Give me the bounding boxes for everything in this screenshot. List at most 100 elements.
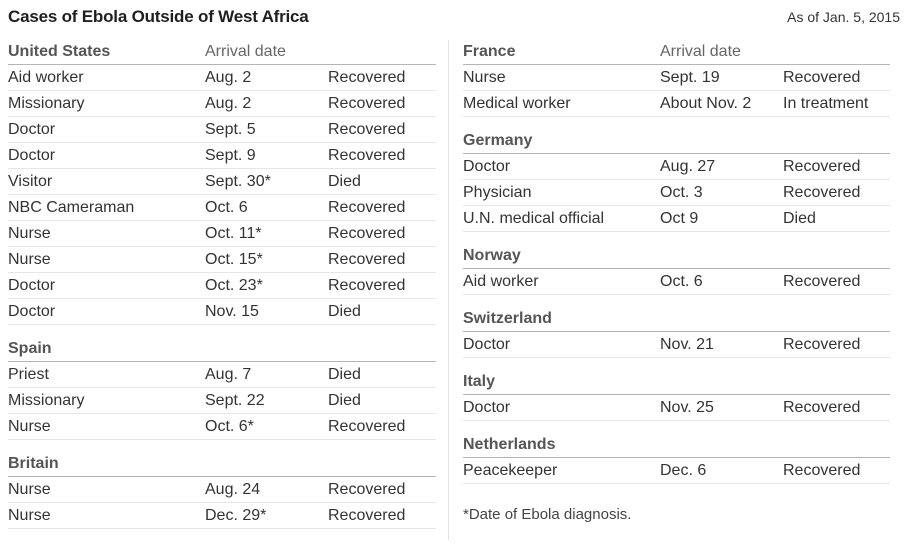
section-britain: Britain Nurse Aug. 24 Recovered Nurse Dec. 29…: [8, 452, 436, 529]
table-row: Missionary Aug. 2 Recovered: [8, 91, 436, 117]
section-germany: Germany Doctor Aug. 27 Recovered Physician Oc…: [463, 129, 890, 232]
table-row: Nurse Dec. 29* Recovered: [8, 503, 436, 529]
table-row: NBC Cameraman Oct. 6 Recovered: [8, 195, 436, 221]
arrival-date: Aug. 2: [205, 68, 252, 86]
table-row: Aid worker Oct. 6 Recovered: [463, 269, 890, 295]
section-netherlands: Netherlands Peacekeeper Dec. 6 Recovered: [463, 433, 890, 484]
country-heading: United States: [8, 43, 111, 60]
arrival-date: Oct. 6*: [205, 417, 254, 435]
section-norway: Norway Aid worker Oct. 6 Recovered: [463, 244, 890, 295]
patient-role: Nurse: [8, 224, 51, 242]
arrival-date: Nov. 15: [205, 302, 259, 320]
table-row: Nurse Oct. 6* Recovered: [8, 414, 436, 440]
table-row: Physician Oct. 3 Recovered: [463, 180, 890, 206]
section-header: Switzerland: [463, 307, 890, 332]
as-of-date: As of Jan. 5, 2015: [787, 9, 900, 25]
table-row: Nurse Oct. 15* Recovered: [8, 247, 436, 273]
arrival-date: Oct 9: [660, 209, 699, 227]
country-heading: Germany: [463, 132, 533, 149]
patient-status: Died: [328, 302, 361, 320]
patient-status: Recovered: [783, 461, 861, 479]
country-heading: Netherlands: [463, 436, 556, 453]
patient-role: Missionary: [8, 391, 85, 409]
patient-status: Recovered: [328, 120, 406, 138]
arrival-date: Oct. 6: [660, 272, 703, 290]
patient-role: Aid worker: [8, 68, 84, 86]
arrival-date: Sept. 19: [660, 68, 720, 86]
patient-role: NBC Cameraman: [8, 198, 135, 216]
patient-status: Recovered: [783, 272, 861, 290]
table-row: Visitor Sept. 30* Died: [8, 169, 436, 195]
section-united-states: United States Arrival date Aid worker Aug. …: [8, 40, 436, 325]
patient-status: Recovered: [328, 94, 406, 112]
patient-role: Doctor: [8, 302, 56, 320]
patient-role: Nurse: [8, 480, 51, 498]
section-switzerland: Switzerland Doctor Nov. 21 Recovered: [463, 307, 890, 358]
section-spacer: [463, 232, 890, 244]
patient-role: Doctor: [8, 146, 56, 164]
arrival-date: Sept. 9: [205, 146, 256, 164]
table-row: U.N. medical official Oct 9 Died: [463, 206, 890, 232]
country-heading: Switzerland: [463, 310, 552, 327]
patient-role: Doctor: [463, 157, 511, 175]
arrival-date: Aug. 7: [205, 365, 252, 383]
table-row: Doctor Oct. 23* Recovered: [8, 273, 436, 299]
patient-status: Recovered: [783, 157, 861, 175]
section-spacer: [463, 117, 890, 129]
right-column: France Arrival date Nurse Sept. 19 Recovered…: [463, 40, 890, 523]
patient-status: Recovered: [328, 250, 406, 268]
table-row: Doctor Sept. 5 Recovered: [8, 117, 436, 143]
patient-status: Recovered: [328, 417, 406, 435]
section-spacer: [8, 325, 436, 337]
footnote: *Date of Ebola diagnosis.: [463, 506, 632, 523]
section-header: Norway: [463, 244, 890, 269]
patient-role: Priest: [8, 365, 49, 383]
patient-role: Nurse: [8, 506, 51, 524]
arrival-date: Aug. 24: [205, 480, 261, 498]
section-italy: Italy Doctor Nov. 25 Recovered: [463, 370, 890, 421]
arrival-date: Dec. 6: [660, 461, 707, 479]
patient-status: Recovered: [328, 68, 406, 86]
patient-role: Medical worker: [463, 94, 571, 112]
table-row: Doctor Aug. 27 Recovered: [463, 154, 890, 180]
patient-status: Died: [328, 172, 361, 190]
arrival-date: Nov. 21: [660, 335, 714, 353]
patient-role: Peacekeeper: [463, 461, 558, 479]
patient-status: Died: [328, 365, 361, 383]
patient-status: Recovered: [328, 198, 406, 216]
arrival-date-header: Arrival date: [205, 43, 286, 60]
table-row: Peacekeeper Dec. 6 Recovered: [463, 458, 890, 484]
patient-status: Recovered: [783, 335, 861, 353]
country-heading: France: [463, 43, 516, 60]
country-heading: Britain: [8, 455, 59, 472]
country-heading: Norway: [463, 247, 521, 264]
patient-role: Nurse: [8, 250, 51, 268]
arrival-date: Nov. 25: [660, 398, 714, 416]
patient-status: Recovered: [328, 224, 406, 242]
arrival-date: Sept. 22: [205, 391, 265, 409]
table-row: Nurse Oct. 11* Recovered: [8, 221, 436, 247]
table-row: Missionary Sept. 22 Died: [8, 388, 436, 414]
patient-role: Nurse: [463, 68, 506, 86]
patient-status: Recovered: [783, 183, 861, 201]
patient-status: Recovered: [783, 68, 861, 86]
section-spain: Spain Priest Aug. 7 Died Missionary Sept. 22 D…: [8, 337, 436, 440]
section-header: Germany: [463, 129, 890, 154]
section-header: United States Arrival date: [8, 40, 436, 65]
arrival-date: Oct. 11*: [205, 224, 262, 242]
arrival-date: Oct. 6: [205, 198, 248, 216]
section-header: Italy: [463, 370, 890, 395]
patient-role: Doctor: [8, 120, 56, 138]
patient-status: Died: [328, 391, 361, 409]
section-spacer: [463, 295, 890, 307]
left-column: United States Arrival date Aid worker Aug. …: [8, 40, 436, 529]
country-heading: Spain: [8, 340, 52, 357]
table-row: Aid worker Aug. 2 Recovered: [8, 65, 436, 91]
arrival-date: About Nov. 2: [660, 94, 752, 112]
table-row: Doctor Sept. 9 Recovered: [8, 143, 436, 169]
patient-role: Doctor: [8, 276, 56, 294]
table-row: Nurse Sept. 19 Recovered: [463, 65, 890, 91]
arrival-date: Oct. 3: [660, 183, 703, 201]
patient-role: Missionary: [8, 94, 85, 112]
patient-status: Recovered: [328, 276, 406, 294]
